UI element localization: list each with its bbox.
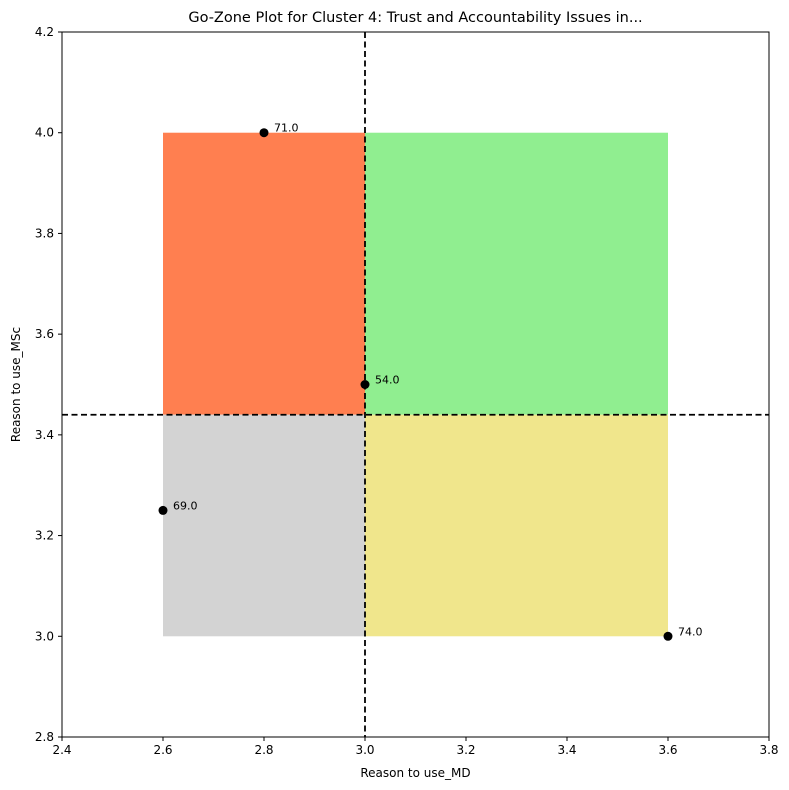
data-point-3 [663, 631, 673, 641]
y-tick-label-2: 3.2 [35, 529, 54, 543]
quadrant-rect-2 [163, 414, 365, 637]
y-tick-label-0: 2.8 [35, 730, 54, 744]
quadrant-rect-3 [365, 414, 668, 637]
y-tick-label-3: 3.4 [35, 428, 54, 442]
x-tick-label-7: 3.8 [759, 743, 778, 757]
point-layer: 71.0 54.0 69.0 74.0 [158, 122, 703, 641]
quadrant-rect-1 [365, 132, 668, 415]
x-tick-label-0: 2.4 [52, 743, 71, 757]
chart-title: Go-Zone Plot for Cluster 4: Trust and Ac… [188, 10, 642, 26]
y-tick-label-7: 4.2 [35, 25, 54, 39]
quadrant-layer [163, 132, 668, 637]
y-tick-label-6: 4.0 [35, 126, 54, 140]
data-point-0 [259, 128, 269, 138]
y-axis-title: Reason to use_MSc [9, 327, 23, 442]
point-label-3: 74.0 [678, 625, 703, 638]
point-label-0: 71.0 [274, 122, 299, 135]
plot-frame [61, 31, 770, 738]
quadrant-rect-0 [163, 132, 365, 415]
y-tick-label-5: 3.8 [35, 226, 54, 240]
x-tick-label-3: 3.0 [355, 743, 374, 757]
y-tick-label-4: 3.6 [35, 327, 54, 341]
y-tick-label-1: 3.0 [35, 629, 54, 643]
x-axis-title: Reason to use_MD [360, 766, 470, 780]
x-tick-label-5: 3.4 [557, 743, 576, 757]
data-point-2 [158, 505, 168, 515]
x-tick-label-1: 2.6 [153, 743, 172, 757]
tick-layer: 2.4 2.6 2.8 3.0 3.2 3.4 3.6 3.8 2.8 3.0 3.2 3.4 3.6 3… [35, 25, 779, 757]
point-label-1: 54.0 [375, 374, 400, 387]
point-label-2: 69.0 [173, 499, 198, 512]
x-tick-label-2: 2.8 [254, 743, 273, 757]
data-point-1 [360, 380, 370, 389]
x-tick-label-6: 3.6 [658, 743, 677, 757]
x-tick-label-4: 3.2 [456, 743, 475, 757]
